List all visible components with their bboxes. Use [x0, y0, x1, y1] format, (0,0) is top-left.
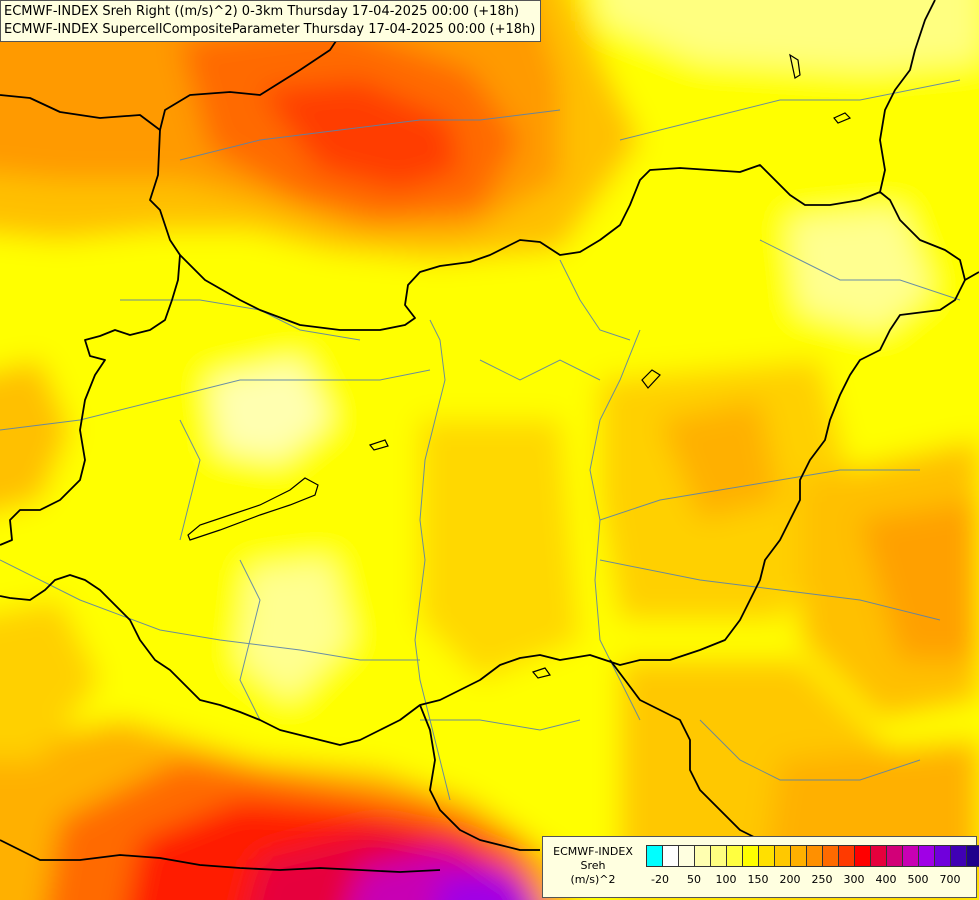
legend-swatch [855, 846, 871, 866]
rivers [0, 79, 961, 801]
legend-swatch [679, 846, 695, 866]
legend-title-line-3: (m/s)^2 [570, 873, 616, 886]
legend-title-line-1: ECMWF-INDEX [553, 845, 633, 858]
legend-swatch [743, 846, 759, 866]
legend-swatch [887, 846, 903, 866]
legend-tick-label: 700 [939, 873, 961, 886]
legend-tick-label: 250 [811, 873, 833, 886]
color-legend: ECMWF-INDEX Sreh (m/s)^2 -20 50 100 150 200 2… [542, 836, 979, 898]
legend-swatch [839, 846, 855, 866]
legend-swatch [951, 846, 967, 866]
legend-swatch [807, 846, 823, 866]
map-title-line-1: ECMWF-INDEX Sreh Right ((m/s)^2) 0-3km T… [4, 4, 520, 19]
legend-swatch [695, 846, 711, 866]
legend-swatch [871, 846, 887, 866]
legend-tick-label: 500 [907, 873, 929, 886]
legend-tick-label: -20 [651, 873, 669, 886]
legend-swatch [823, 846, 839, 866]
legend-swatch [727, 846, 743, 866]
legend-swatch [759, 846, 775, 866]
legend-swatch [791, 846, 807, 866]
legend-tick-label: 100 [715, 873, 737, 886]
legend-tick-label: 300 [843, 873, 865, 886]
legend-tick-label: 200 [779, 873, 801, 886]
lakes [187, 53, 852, 679]
legend-swatch [935, 846, 951, 866]
legend-swatch [967, 846, 979, 866]
legend-swatch [919, 846, 935, 866]
legend-tick-label: 400 [875, 873, 897, 886]
legend-ticks: -20 50 100 150 200 250 300 400 500 700 [646, 873, 976, 889]
legend-swatch [663, 846, 679, 866]
legend-tick-label: 150 [747, 873, 769, 886]
legend-swatch [775, 846, 791, 866]
legend-tick-label: 50 [687, 873, 701, 886]
legend-swatches [646, 845, 979, 867]
legend-title: ECMWF-INDEX Sreh (m/s)^2 [547, 845, 639, 887]
legend-swatch [647, 846, 663, 866]
legend-title-line-2: Sreh [580, 859, 606, 872]
legend-swatch [903, 846, 919, 866]
map-title-line-2: ECMWF-INDEX SupercellCompositeParameter … [4, 22, 536, 37]
legend-swatch [711, 846, 727, 866]
country-borders [0, 0, 979, 873]
map-title-box: ECMWF-INDEX Sreh Right ((m/s)^2) 0-3km T… [0, 0, 542, 42]
